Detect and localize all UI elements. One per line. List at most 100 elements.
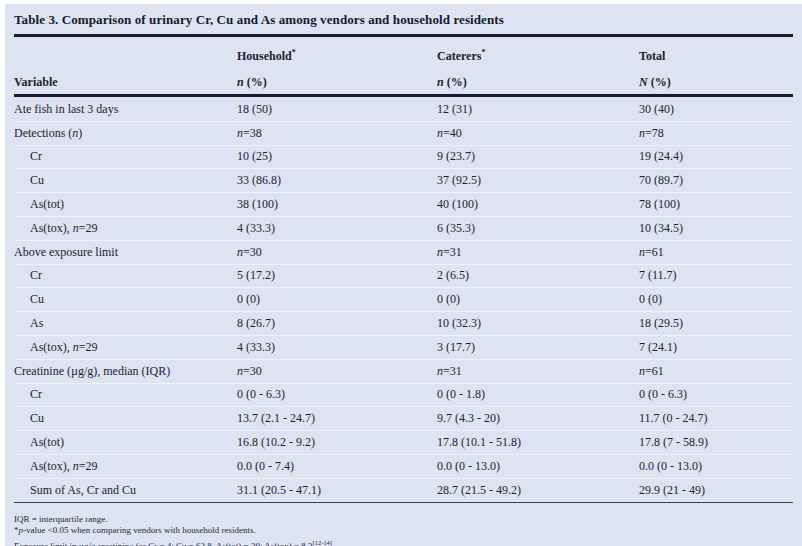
row-label: Cr	[14, 268, 237, 283]
sub-header-2: n (%)	[237, 75, 437, 90]
row-label: Cu	[14, 173, 237, 188]
cell-value: 9.7 (4.3 - 20)	[437, 411, 639, 426]
cell-value: n=30	[237, 364, 437, 379]
sub-header-4: N (%)	[639, 75, 793, 90]
table-row: Ate fish in last 3 days18 (50)12 (31)30 …	[14, 98, 793, 122]
footer-rule	[14, 502, 793, 503]
footnote-line: Exposure limit in µg/g creatinine for Cr…	[14, 537, 793, 546]
table-row: Cu13.7 (2.1 - 24.7)9.7 (4.3 - 20)11.7 (0…	[14, 407, 793, 431]
cell-value: 13.7 (2.1 - 24.7)	[237, 411, 437, 426]
row-label: Ate fish in last 3 days	[14, 102, 237, 117]
row-label: Cr	[14, 387, 237, 402]
cell-value: n=61	[639, 364, 793, 379]
table-group-header-row: Household*Caterers*Total	[14, 37, 793, 66]
sub-header-1: Variable	[14, 75, 237, 90]
cell-value: 0 (0 - 6.3)	[237, 387, 437, 402]
cell-value: 10 (32.3)	[437, 316, 639, 331]
cell-value: 2 (6.5)	[437, 268, 639, 283]
row-label: As	[14, 316, 237, 331]
cell-value: 78 (100)	[639, 197, 793, 212]
row-label: Sum of As, Cr and Cu	[14, 483, 237, 498]
cell-value: 0.0 (0 - 7.4)	[237, 459, 437, 474]
cell-value: 4 (33.3)	[237, 221, 437, 236]
cell-value: 16.8 (10.2 - 9.2)	[237, 435, 437, 450]
cell-value: 10 (25)	[237, 149, 437, 164]
table-row: Cu0 (0)0 (0)0 (0)	[14, 288, 793, 312]
table-row: Cr0 (0 - 6.3)0 (0 - 1.8)0 (0 - 6.3)	[14, 384, 793, 408]
row-label: As(tox), n=29	[14, 221, 237, 236]
cell-value: 19 (24.4)	[639, 149, 793, 164]
table-footnotes: IQR = interquartile range.*p-value <0.05…	[14, 514, 793, 546]
table-panel: Table 3. Comparison of urinary Cr, Cu an…	[5, 4, 802, 546]
cell-value: n=38	[237, 126, 437, 141]
row-label: As(tox), n=29	[14, 340, 237, 355]
cell-value: 37 (92.5)	[437, 173, 639, 188]
row-label: As(tot)	[14, 197, 237, 212]
cell-value: n=61	[639, 245, 793, 260]
row-label: Above exposure limit	[14, 245, 237, 260]
table-row: As8 (26.7)10 (32.3)18 (29.5)	[14, 312, 793, 336]
table-row: Cr5 (17.2)2 (6.5)7 (11.7)	[14, 265, 793, 289]
cell-value: 29.9 (21 - 49)	[639, 483, 793, 498]
group-header-3: Total	[639, 49, 793, 64]
cell-value: 40 (100)	[437, 197, 639, 212]
cell-value: 8 (26.7)	[237, 316, 437, 331]
table-row: As(tox), n=294 (33.3)6 (35.3)10 (34.5)	[14, 217, 793, 241]
cell-value: 17.8 (10.1 - 51.8)	[437, 435, 639, 450]
table-row: As(tot)16.8 (10.2 - 9.2)17.8 (10.1 - 51.…	[14, 431, 793, 455]
table-row: As(tox), n=290.0 (0 - 7.4)0.0 (0 - 13.0)…	[14, 455, 793, 479]
cell-value: n=30	[237, 245, 437, 260]
cell-value: n=31	[437, 245, 639, 260]
cell-value: 17.8 (7 - 58.9)	[639, 435, 793, 450]
footnote-line: *p-value <0.05 when comparing vendors wi…	[14, 525, 793, 537]
cell-value: 31.1 (20.5 - 47.1)	[237, 483, 437, 498]
cell-value: 0 (0 - 1.8)	[437, 387, 639, 402]
cell-value: 11.7 (0 - 24.7)	[639, 411, 793, 426]
sub-header-3: n (%)	[437, 75, 639, 90]
row-label: Creatinine (µg/g), median (IQR)	[14, 364, 237, 379]
row-label: Cu	[14, 411, 237, 426]
table-sub-header-row: Variablen (%)n (%)N (%)	[14, 66, 793, 94]
table-row: Detections (n)n=38n=40n=78	[14, 122, 793, 146]
table-row: As(tot)38 (100)40 (100)78 (100)	[14, 193, 793, 217]
row-label: As(tox), n=29	[14, 459, 237, 474]
cell-value: 12 (31)	[437, 102, 639, 117]
header-rule	[14, 94, 793, 97]
cell-value: 33 (86.8)	[237, 173, 437, 188]
table-body: Ate fish in last 3 days18 (50)12 (31)30 …	[14, 98, 793, 502]
table-row: Sum of As, Cr and Cu31.1 (20.5 - 47.1)28…	[14, 479, 793, 502]
cell-value: 70 (89.7)	[639, 173, 793, 188]
cell-value: 0 (0)	[437, 292, 639, 307]
cell-value: 30 (40)	[639, 102, 793, 117]
table-row: Cu33 (86.8)37 (92.5)70 (89.7)	[14, 169, 793, 193]
row-label: As(tot)	[14, 435, 237, 450]
cell-value: 0.0 (0 - 13.0)	[639, 459, 793, 474]
cell-value: 38 (100)	[237, 197, 437, 212]
cell-value: 28.7 (21.5 - 49.2)	[437, 483, 639, 498]
group-header-1: Household*	[237, 48, 437, 64]
cell-value: 6 (35.3)	[437, 221, 639, 236]
cell-value: 3 (17.7)	[437, 340, 639, 355]
cell-value: 0.0 (0 - 13.0)	[437, 459, 639, 474]
cell-value: 0 (0 - 6.3)	[639, 387, 793, 402]
cell-value: 4 (33.3)	[237, 340, 437, 355]
cell-value: n=31	[437, 364, 639, 379]
cell-value: 7 (11.7)	[639, 268, 793, 283]
row-label: Cu	[14, 292, 237, 307]
table-row: As(tox), n=294 (33.3)3 (17.7)7 (24.1)	[14, 336, 793, 360]
table-row: Cr10 (25)9 (23.7)19 (24.4)	[14, 146, 793, 170]
footnote-line: IQR = interquartile range.	[14, 514, 793, 526]
cell-value: 0 (0)	[237, 292, 437, 307]
cell-value: 5 (17.2)	[237, 268, 437, 283]
cell-value: n=40	[437, 126, 639, 141]
row-label: Detections (n)	[14, 126, 237, 141]
row-label: Cr	[14, 149, 237, 164]
table-row: Creatinine (µg/g), median (IQR)n=30n=31n…	[14, 360, 793, 384]
cell-value: n=78	[639, 126, 793, 141]
group-header-2: Caterers*	[437, 48, 639, 64]
cell-value: 0 (0)	[639, 292, 793, 307]
table-title: Table 3. Comparison of urinary Cr, Cu an…	[14, 11, 793, 34]
cell-value: 18 (50)	[237, 102, 437, 117]
cell-value: 10 (34.5)	[639, 221, 793, 236]
cell-value: 7 (24.1)	[639, 340, 793, 355]
